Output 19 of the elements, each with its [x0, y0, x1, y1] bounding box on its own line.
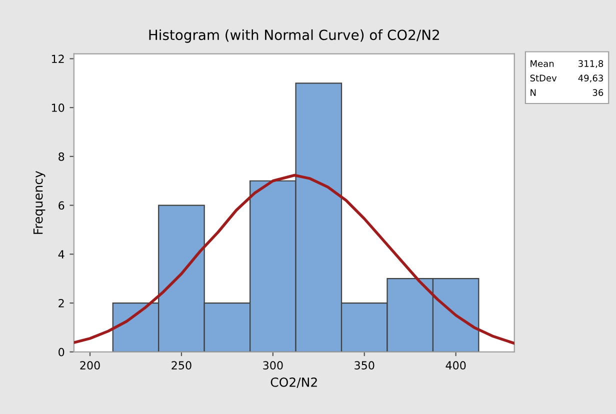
y-tick-label: 0: [58, 348, 64, 356]
y-axis-title: Frequency: [33, 170, 46, 234]
text: Mean 311,8: [530, 60, 604, 68]
x-tick-label: 400: [446, 361, 466, 370]
y-tick-label: 4: [58, 250, 64, 258]
chart-title: Histogram (with Normal Curve) of CO2/N2: [149, 29, 439, 43]
text: StDev 49,63: [530, 74, 603, 82]
x-axis-title: CO2/N2: [270, 377, 317, 388]
x-tick-label: 300: [263, 361, 283, 370]
y-tick-label: 8: [58, 152, 64, 161]
y-tick-label: 2: [58, 299, 64, 308]
y-tick-label: 10: [52, 104, 64, 112]
text: N 36: [530, 89, 604, 96]
line-series: [74, 174, 514, 345]
x-tick-label: 200: [80, 361, 100, 370]
y-tick-label: 12: [52, 54, 64, 63]
y-tick-label: 6: [58, 201, 64, 210]
x-tick-label: 250: [172, 361, 192, 370]
x-tick-label: 350: [354, 361, 374, 370]
